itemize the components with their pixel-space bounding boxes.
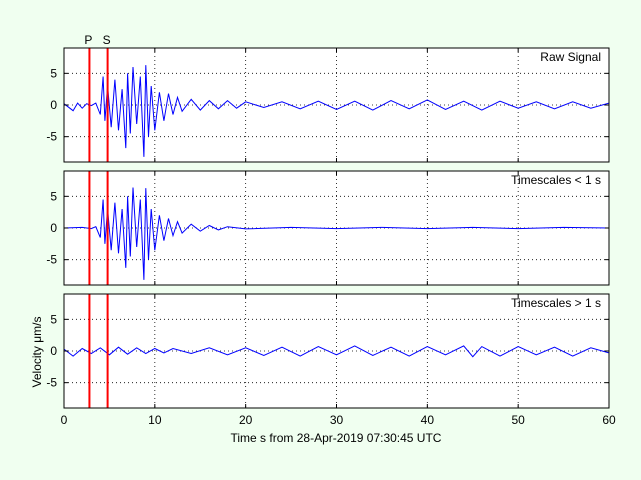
x-tick-label: 50 <box>511 413 525 427</box>
marker-label-p: P <box>84 33 92 47</box>
x-axis-label: Time s from 28-Apr-2019 07:30:45 UTC <box>231 431 442 445</box>
x-tick-label: 0 <box>61 413 68 427</box>
x-tick-label: 10 <box>148 413 162 427</box>
x-tick-label: 20 <box>239 413 253 427</box>
panel-label: Timescales < 1 s <box>511 173 601 187</box>
panel-label: Raw Signal <box>540 50 601 64</box>
y-tick-label: 5 <box>50 312 57 326</box>
marker-label-s: S <box>103 33 111 47</box>
y-axis-label: Velocity μm/s <box>30 317 44 388</box>
x-tick-label: 30 <box>330 413 344 427</box>
y-tick-label: 0 <box>50 98 57 112</box>
x-tick-label: 40 <box>421 413 435 427</box>
panel-2: 5 0 -5 Timescales < 1 s <box>46 170 610 286</box>
waveform-series-3-1 <box>64 345 609 358</box>
x-tick-label: 60 <box>602 413 616 427</box>
y-tick-label: 0 <box>50 344 57 358</box>
panel-label: Timescales > 1 s <box>511 296 601 310</box>
y-tick-label: 5 <box>50 66 57 80</box>
y-tick-label: -5 <box>46 253 57 267</box>
y-tick-label: 5 <box>50 189 57 203</box>
y-tick-label: 0 <box>50 221 57 235</box>
y-tick-label: -5 <box>46 130 57 144</box>
panel-1: 5 0 -5 Raw Signal <box>46 47 610 163</box>
y-tick-label: -5 <box>46 376 57 390</box>
